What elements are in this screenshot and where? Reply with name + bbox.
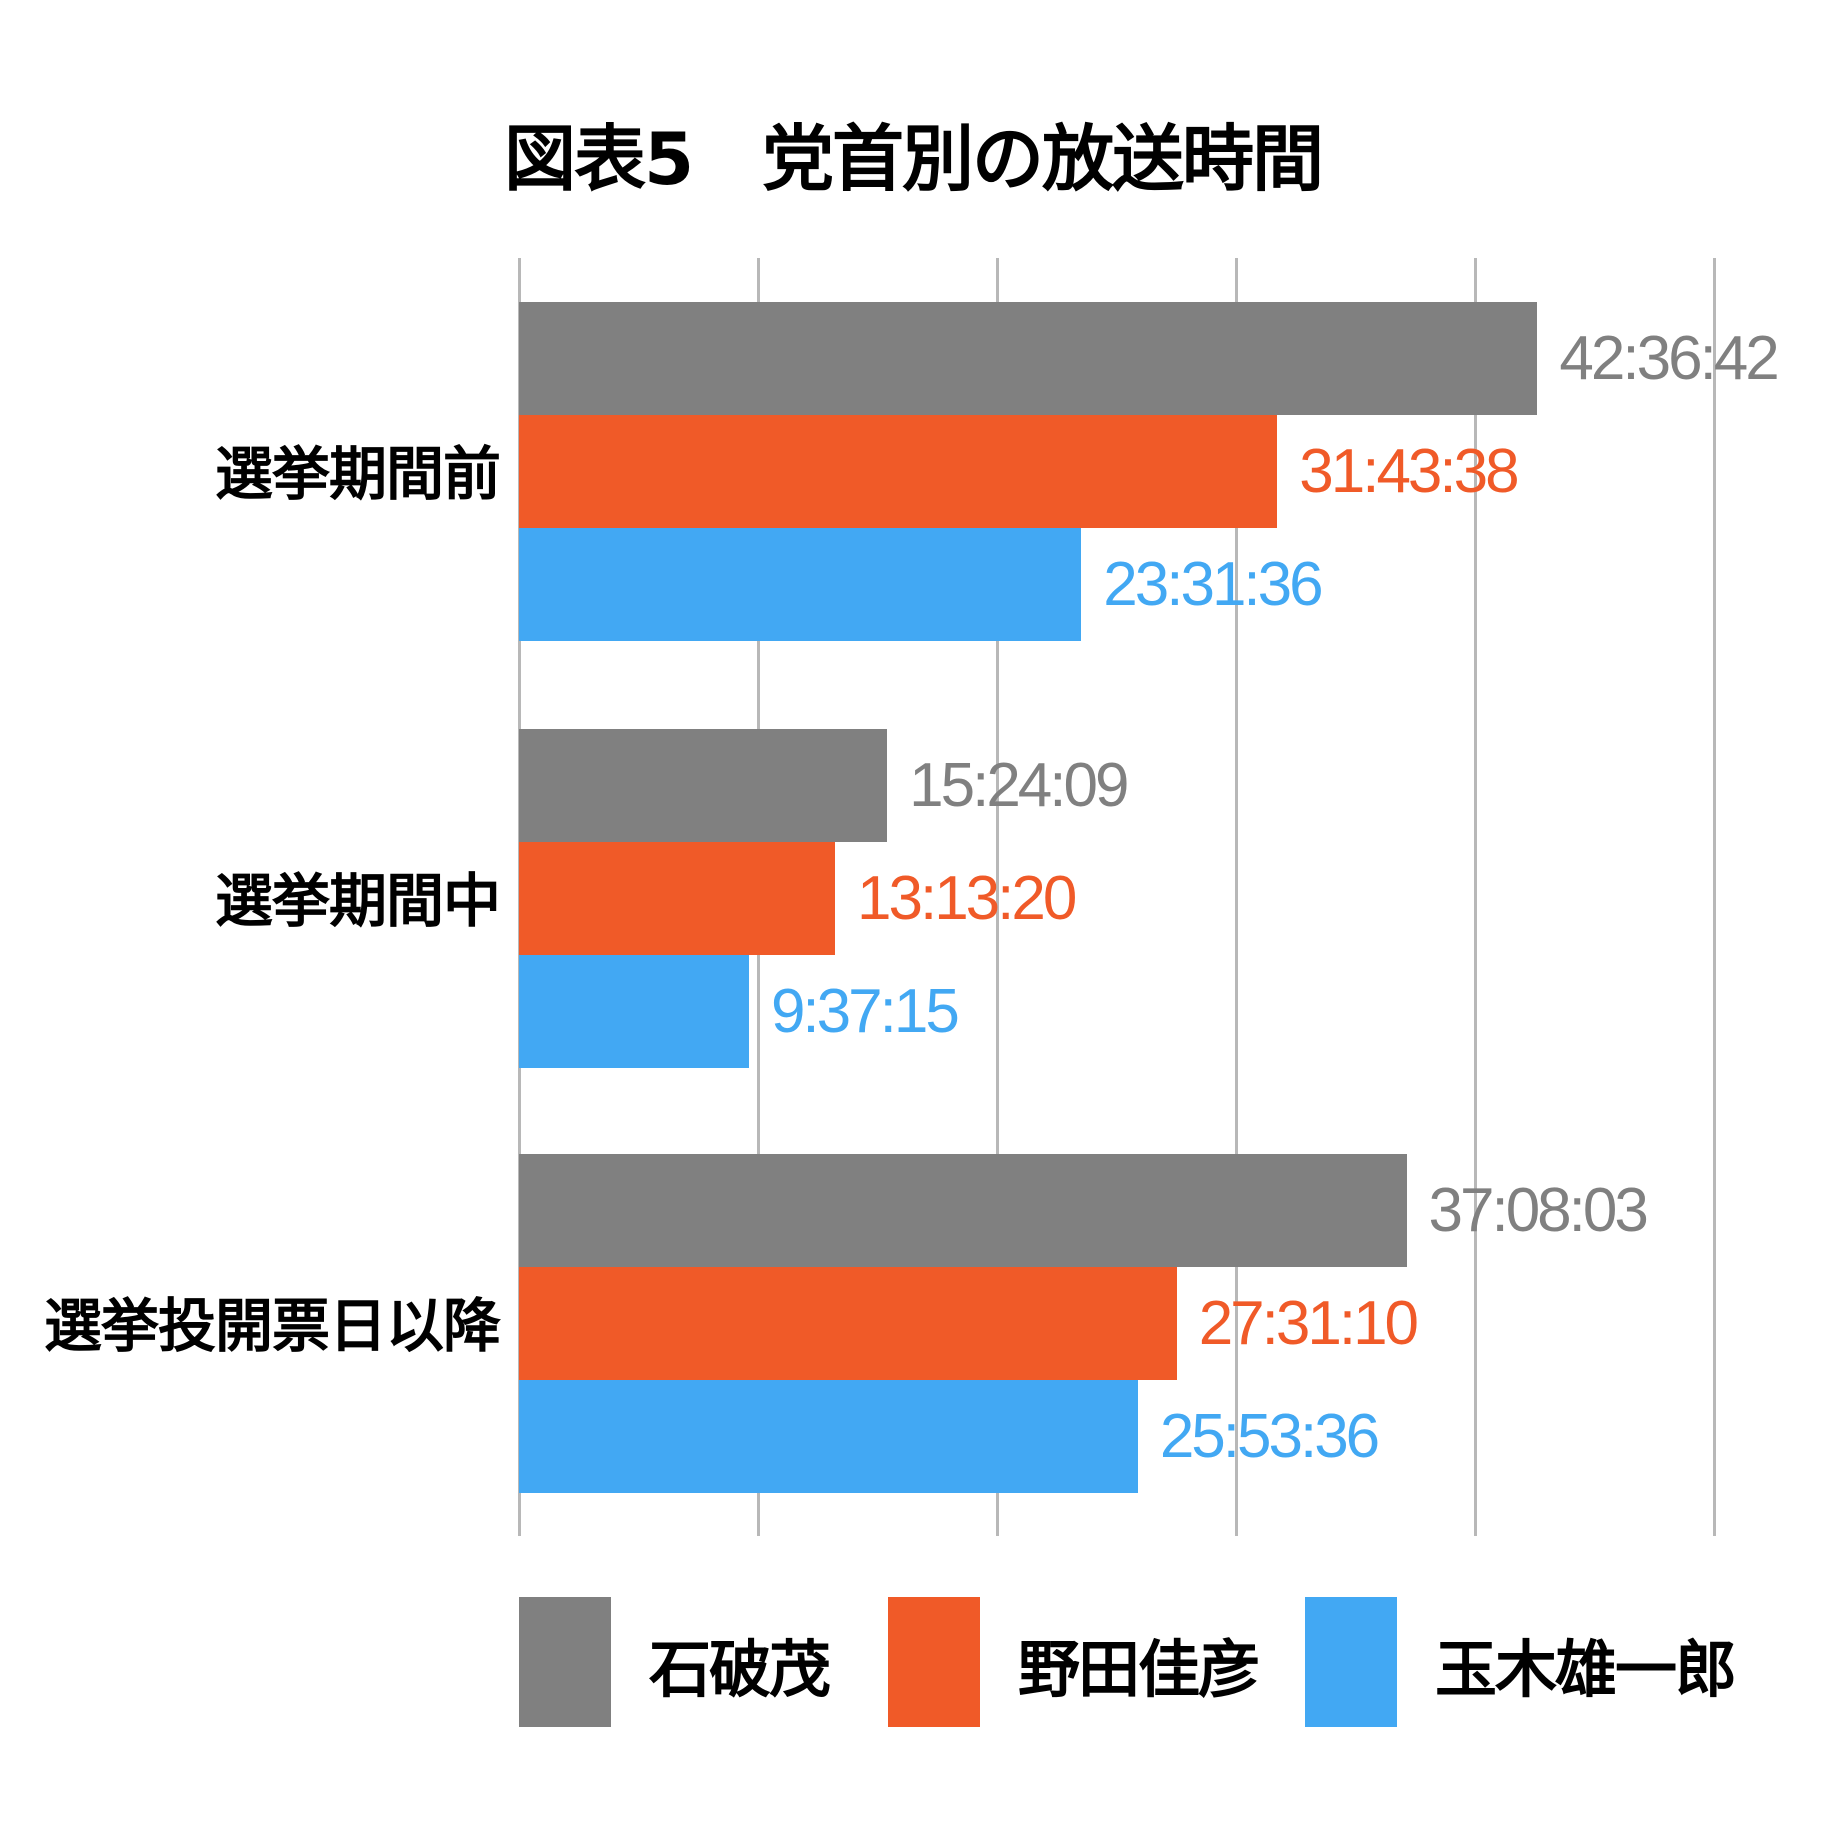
bar xyxy=(519,842,835,955)
legend-swatch xyxy=(519,1597,611,1727)
chart-title: 図表5 党首別の放送時間 xyxy=(503,117,1324,201)
legend-label: 玉木雄一郎 xyxy=(1435,1633,1737,1706)
data-label: 23:31:36 xyxy=(1103,550,1323,619)
bar xyxy=(519,1267,1177,1380)
bar xyxy=(519,1154,1407,1267)
gridline xyxy=(1474,258,1477,1536)
bar xyxy=(519,528,1082,641)
data-label: 13:13:20 xyxy=(857,864,1077,933)
data-label: 31:43:38 xyxy=(1299,437,1519,506)
bar xyxy=(519,302,1538,415)
data-label: 37:08:03 xyxy=(1428,1176,1649,1245)
category-label: 選挙期間前 xyxy=(214,440,501,508)
gridline xyxy=(996,258,999,1536)
legend-swatch xyxy=(888,1597,980,1727)
bar xyxy=(519,415,1278,528)
data-label: 42:36:42 xyxy=(1559,324,1779,393)
data-label: 15:24:09 xyxy=(909,751,1129,820)
category-label: 選挙投開票日以降 xyxy=(43,1292,501,1360)
legend-label: 石破茂 xyxy=(649,1633,831,1706)
data-label: 9:37:15 xyxy=(770,977,960,1046)
gridline xyxy=(1235,258,1238,1536)
legend-swatch xyxy=(1305,1597,1397,1727)
data-label: 25:53:36 xyxy=(1159,1402,1380,1471)
data-label: 27:31:10 xyxy=(1198,1289,1419,1358)
bar xyxy=(519,1380,1138,1493)
bar xyxy=(519,955,749,1068)
legend-label: 野田佳彦 xyxy=(1018,1633,1260,1706)
bar xyxy=(519,729,888,842)
gridline xyxy=(1713,258,1716,1536)
category-label: 選挙期間中 xyxy=(214,867,501,935)
